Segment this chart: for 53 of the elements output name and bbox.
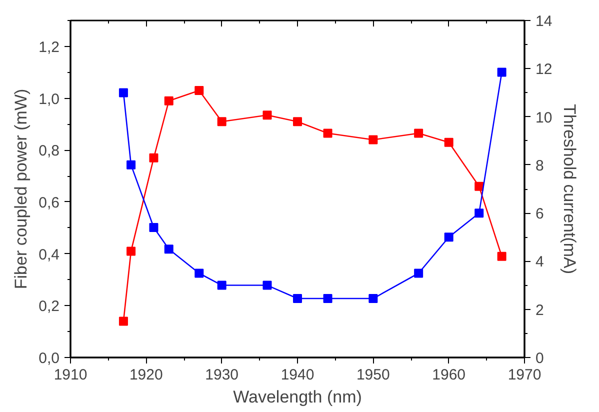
y-tick-label: 1,0 (38, 90, 60, 108)
y2-tick-label: 14 (536, 13, 552, 30)
point (368, 135, 378, 144)
point (217, 280, 226, 290)
y-axis-title: Fiber coupled power (mW) (12, 88, 31, 290)
y2-tick-label: 8 (536, 157, 544, 174)
point (164, 96, 174, 106)
point (323, 128, 332, 138)
point (497, 68, 506, 77)
y-tick-label: 0,8 (38, 142, 60, 160)
y-tick-label: 0,6 (38, 194, 60, 212)
point (368, 294, 378, 304)
x-tick-label: 1940 (280, 366, 314, 384)
x-tick-label: 1960 (432, 366, 466, 384)
y-tick-label: 0,4 (38, 246, 60, 264)
point (293, 117, 302, 126)
point (262, 280, 272, 290)
point (262, 110, 272, 120)
y2-tick-label: 6 (536, 206, 544, 223)
y2-axis-title: Threshold current(mA) (560, 104, 580, 274)
point (293, 294, 302, 304)
point (126, 160, 136, 170)
point (414, 268, 424, 278)
point (126, 246, 136, 256)
y-tick-label: 1,2 (38, 38, 60, 56)
point (323, 294, 332, 304)
y2-tick-label: 10 (536, 109, 552, 126)
point (444, 138, 454, 147)
x-axis-title: Wavelength (nm) (233, 388, 362, 406)
point (217, 117, 226, 126)
point (118, 316, 128, 326)
point (194, 268, 204, 278)
point (444, 232, 454, 242)
y2-tick-label: 4 (536, 254, 544, 271)
point (164, 244, 174, 254)
x-tick-label: 1920 (129, 366, 163, 384)
point (118, 88, 128, 98)
point (474, 208, 484, 218)
y2-tick-label: 12 (536, 61, 552, 78)
x-tick-label: 1970 (508, 366, 542, 384)
point (497, 252, 506, 261)
point (194, 86, 204, 95)
y2-tick-label: 2 (536, 302, 544, 319)
x-tick-label: 1950 (356, 366, 390, 384)
x-tick-label: 1930 (205, 366, 239, 384)
y2-tick-label: 0 (536, 350, 544, 367)
point (149, 153, 158, 162)
x-tick-label: 1910 (54, 366, 88, 384)
point (414, 128, 424, 138)
y-tick-label: 0,0 (38, 350, 60, 367)
y-tick-label: 0,2 (38, 298, 60, 316)
point (474, 182, 484, 191)
point (149, 223, 158, 232)
